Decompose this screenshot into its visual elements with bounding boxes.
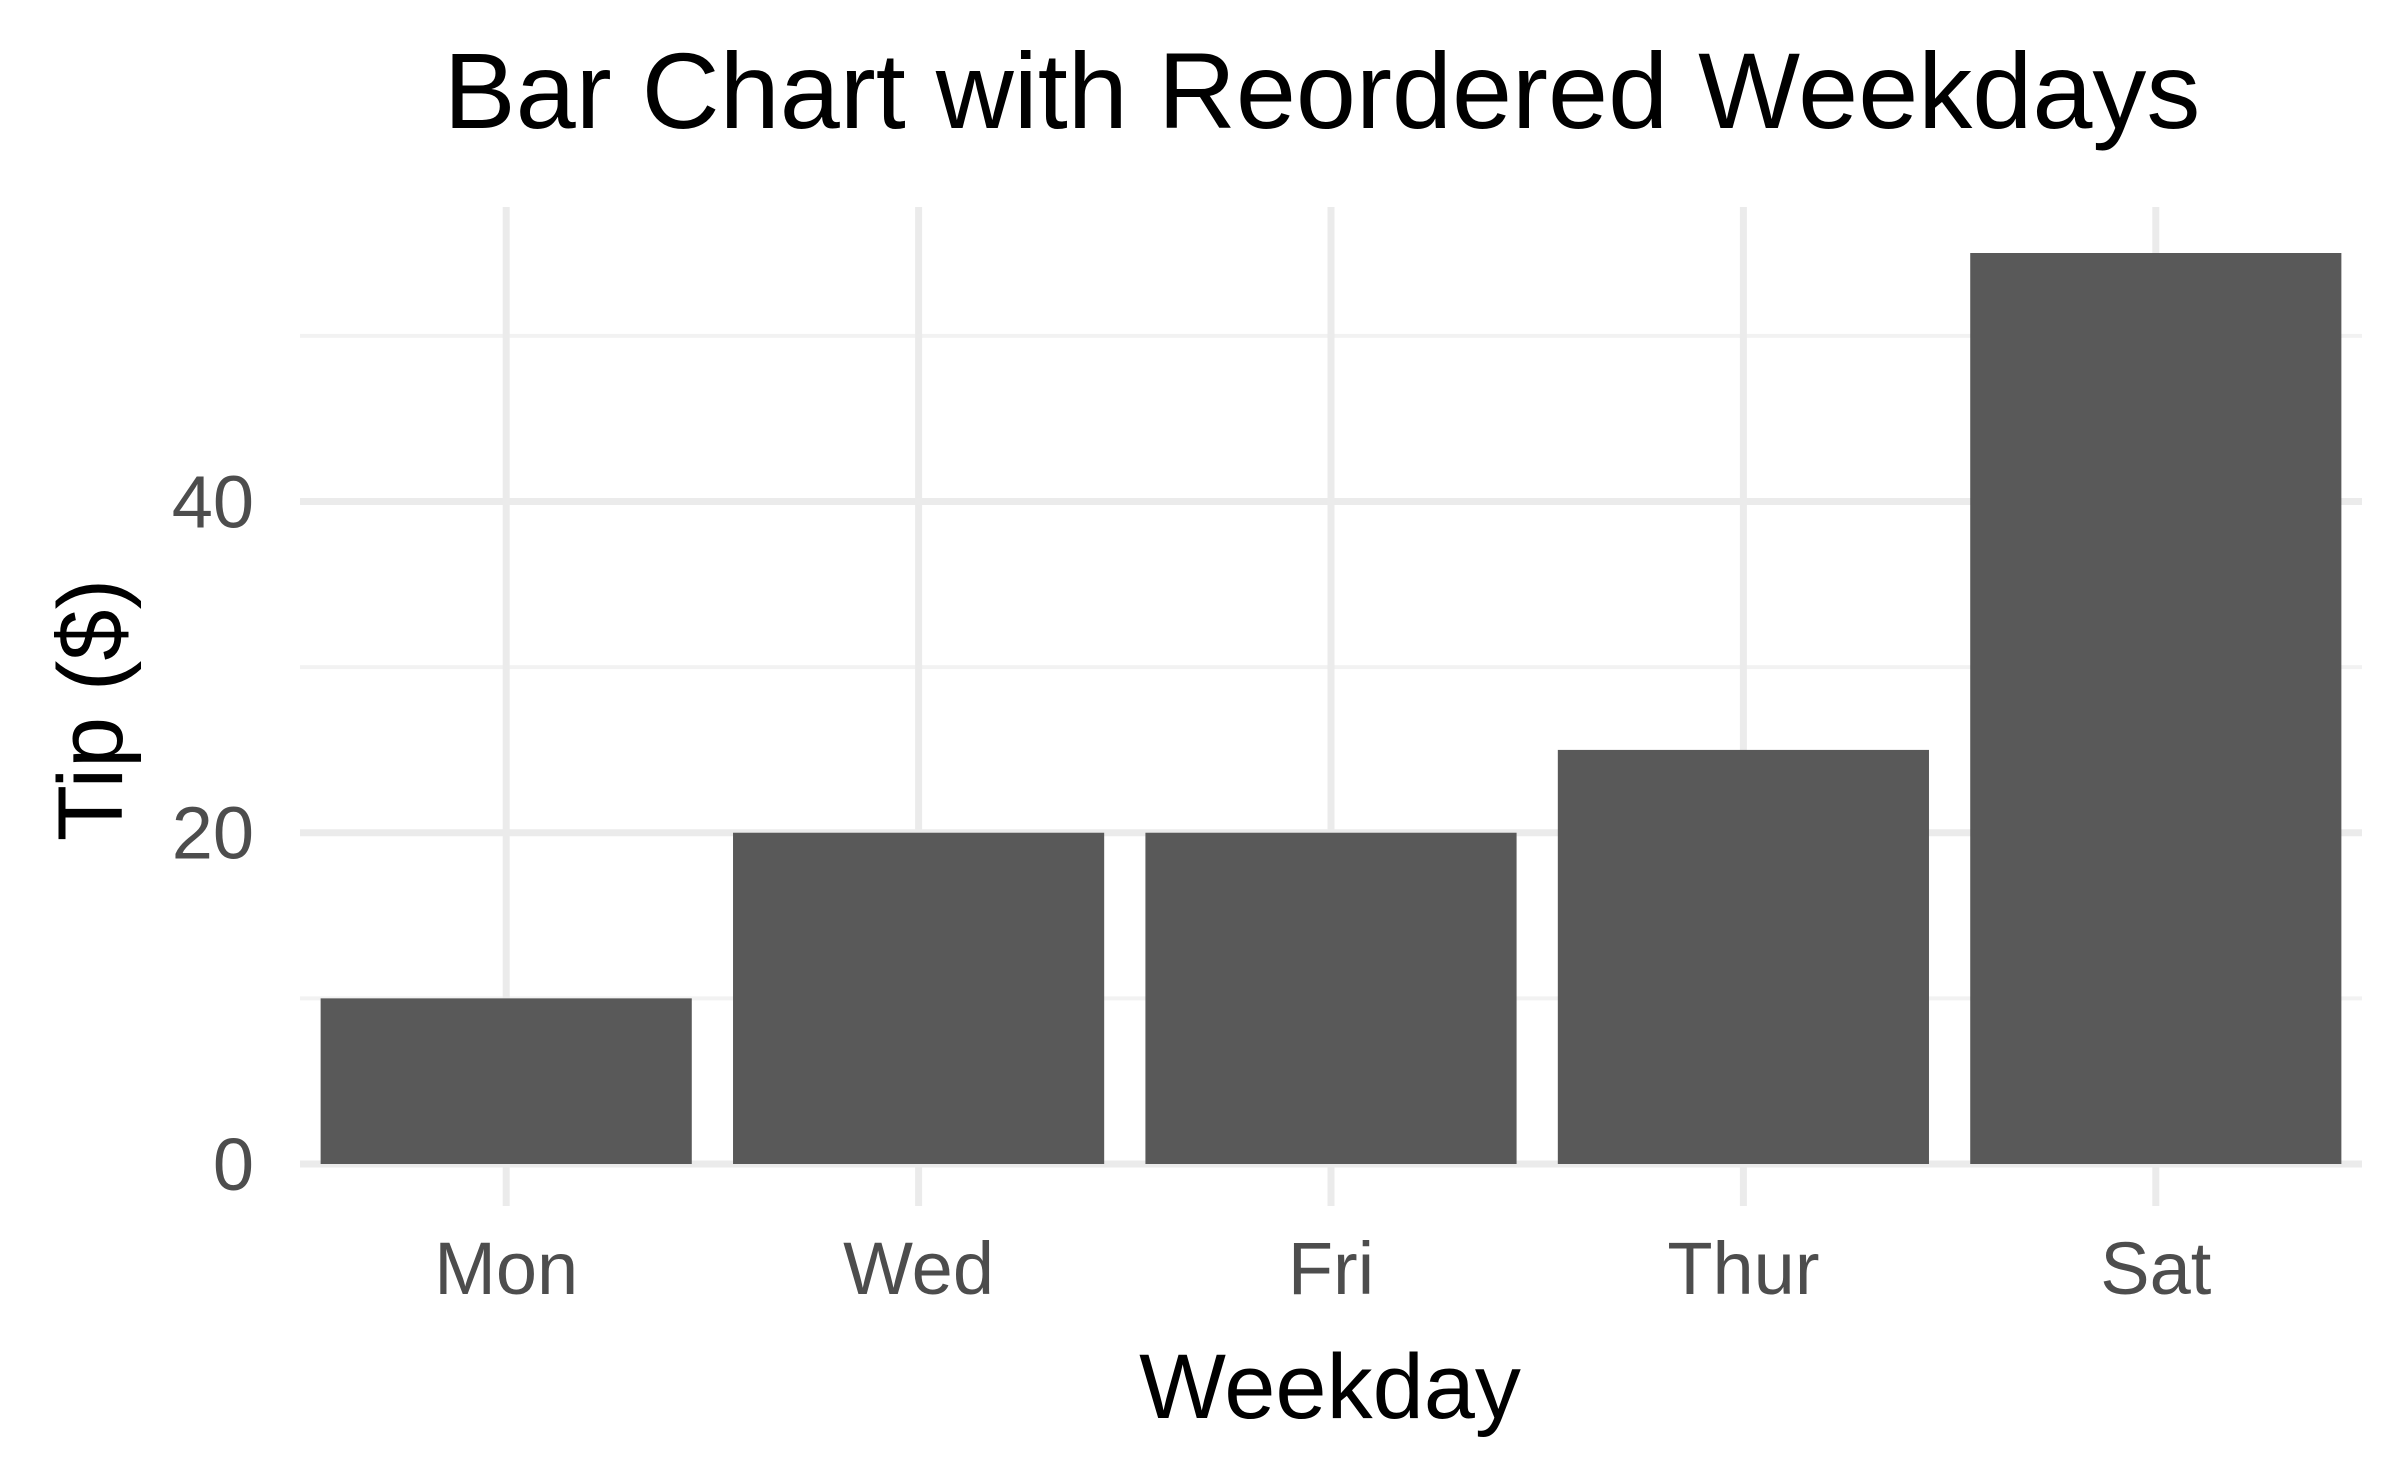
x-tick-label: Wed xyxy=(843,1227,994,1310)
x-tick-label: Thur xyxy=(1667,1227,1819,1310)
x-tick-label: Sat xyxy=(2100,1227,2212,1310)
bars xyxy=(320,253,2342,1164)
bar-sat xyxy=(1970,253,2342,1164)
y-axis-title: Tip ($) xyxy=(40,579,142,841)
x-tick-label: Fri xyxy=(1288,1227,1374,1310)
chart-title: Bar Chart with Reordered Weekdays xyxy=(444,30,2201,151)
y-tick-label: 0 xyxy=(213,1123,254,1206)
x-axis-title: Weekday xyxy=(1139,1336,1521,1438)
bar-thur xyxy=(1557,749,1929,1164)
bar-wed xyxy=(733,832,1105,1164)
y-tick-labels: 0 20 40 xyxy=(172,460,254,1206)
y-tick-label: 20 xyxy=(172,792,254,875)
bar-mon xyxy=(320,998,692,1164)
x-tick-labels: Mon Wed Fri Thur Sat xyxy=(434,1227,2212,1310)
bar-fri xyxy=(1145,832,1517,1164)
y-tick-label: 40 xyxy=(172,460,254,543)
x-tick-label: Mon xyxy=(434,1227,578,1310)
